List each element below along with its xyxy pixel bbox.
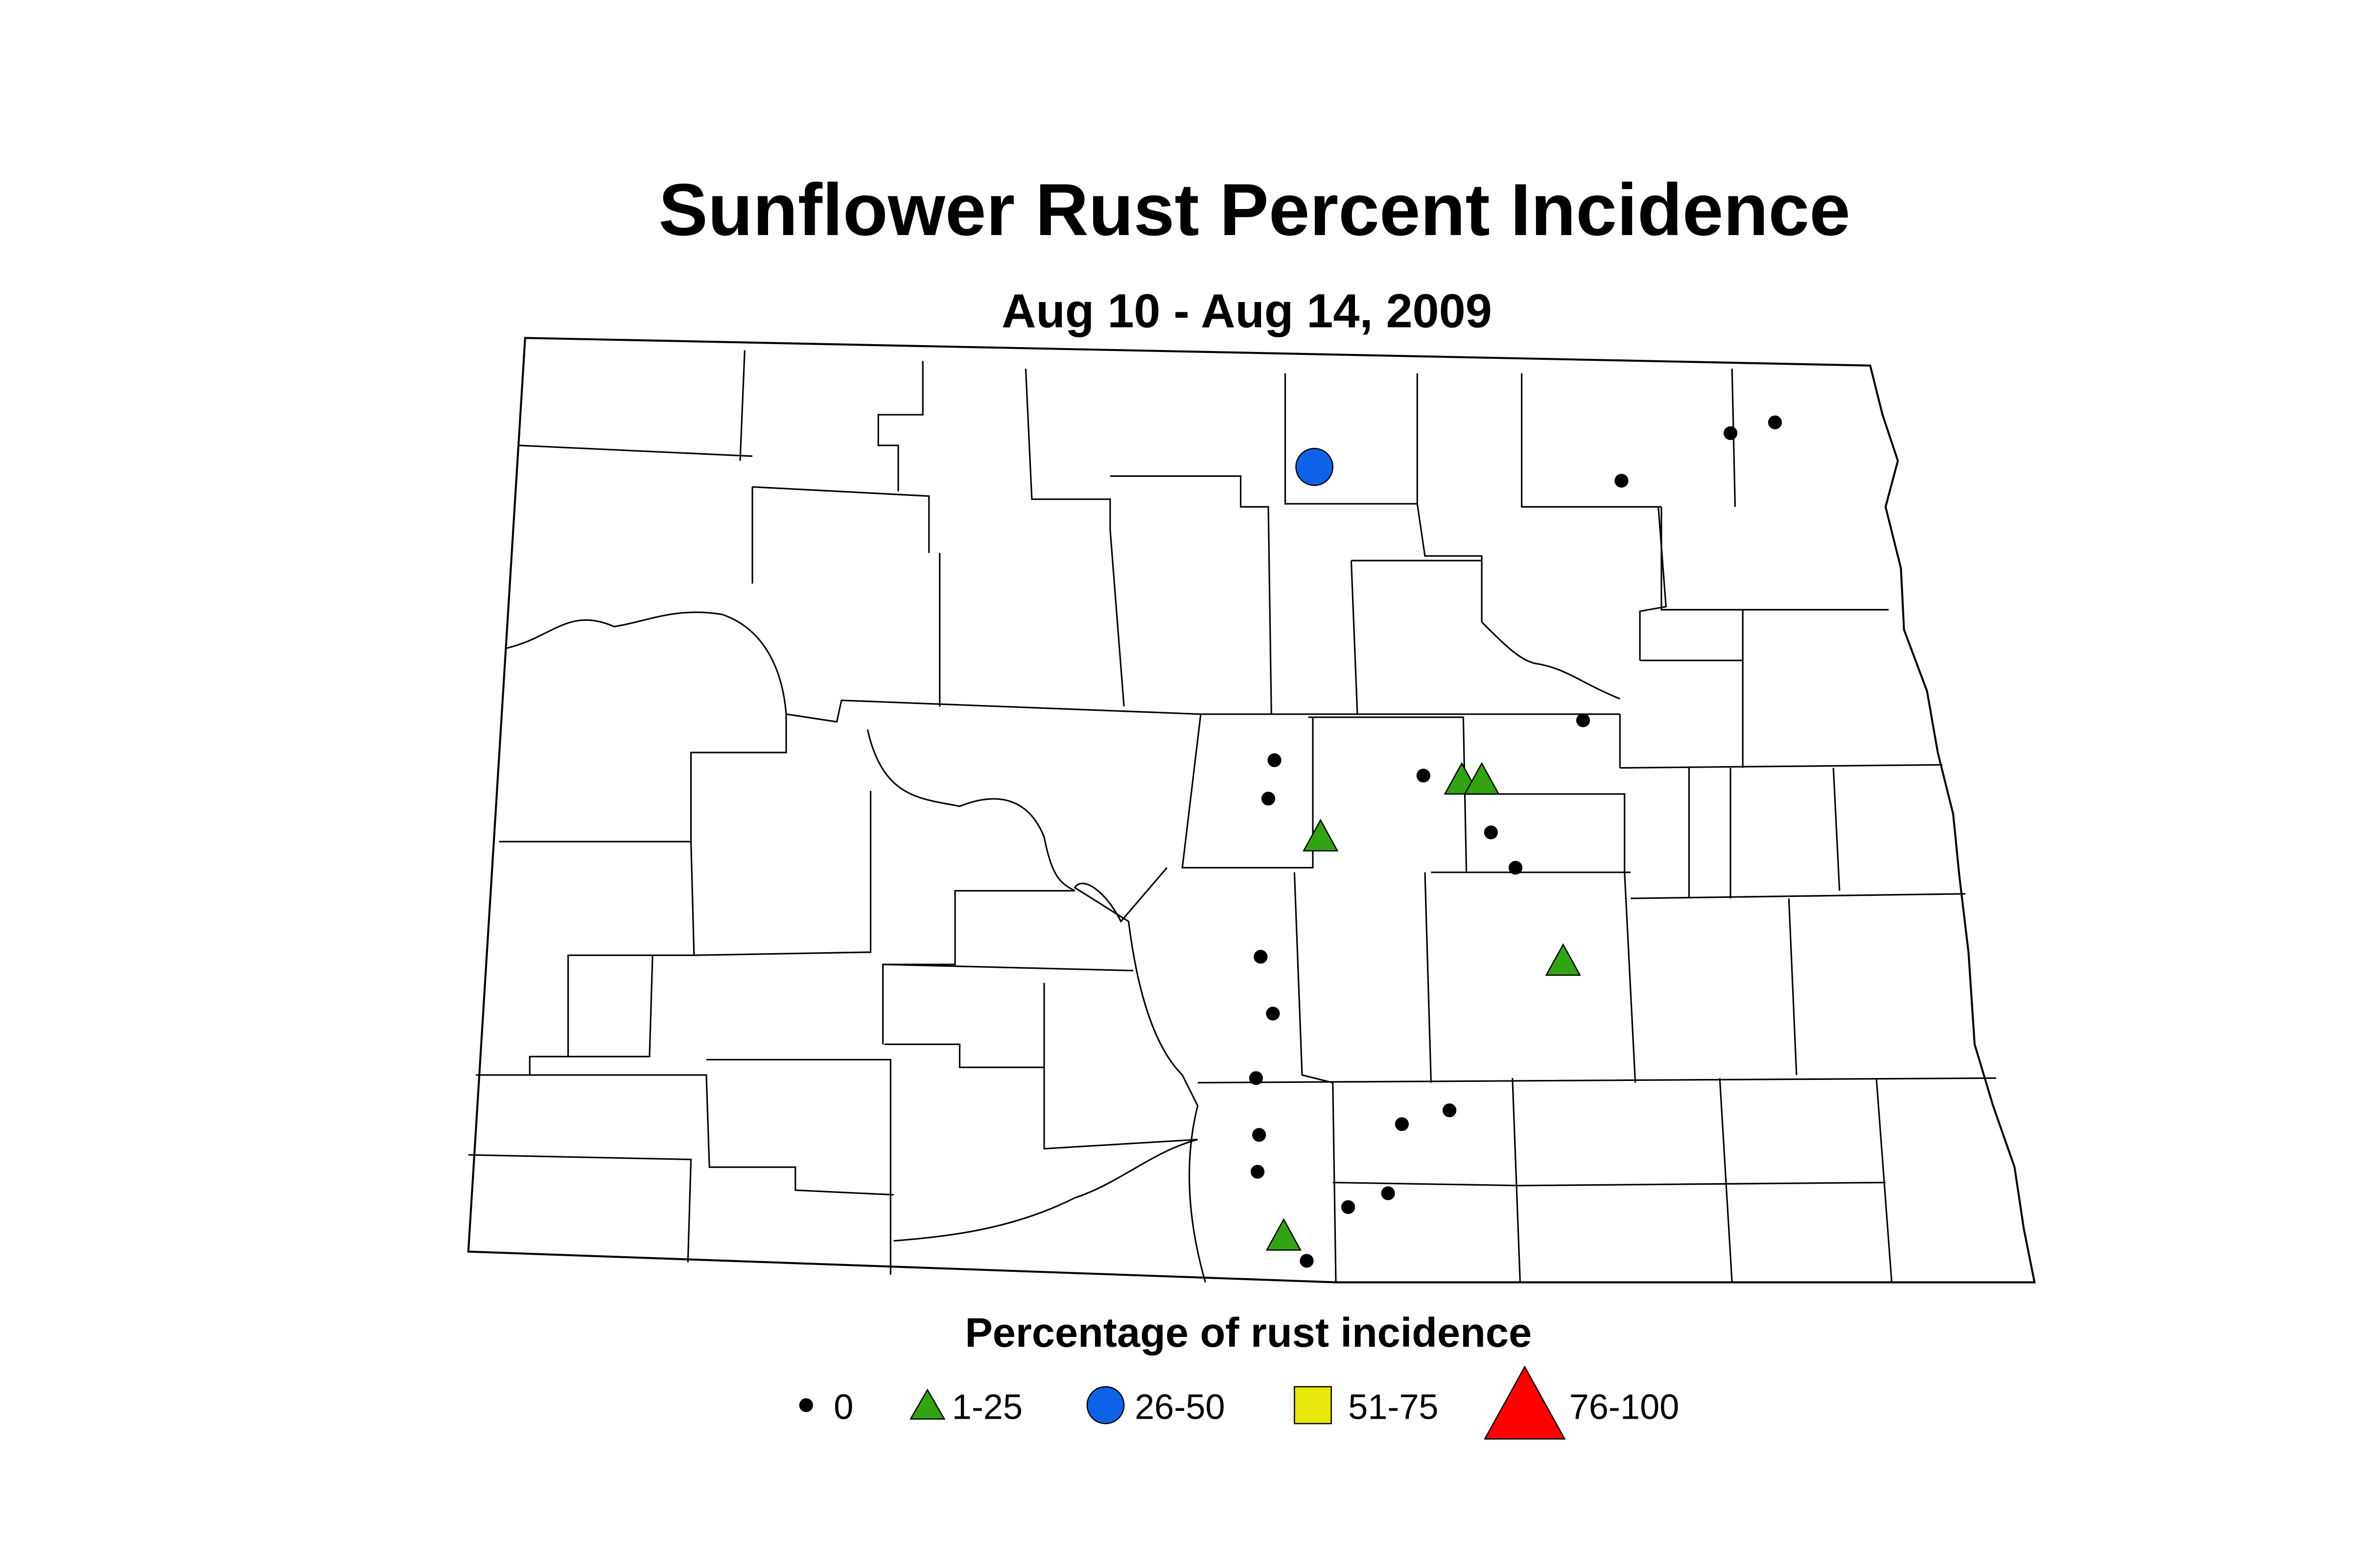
site-1-25 — [1464, 762, 1500, 795]
legend-label: 51-75 — [1348, 1388, 1438, 1427]
legend-symbol — [1294, 1386, 1332, 1425]
site-1-25 — [1302, 819, 1339, 852]
legend-symbol — [1086, 1386, 1125, 1425]
legend-label: 1-25 — [952, 1388, 1023, 1427]
legend-symbol — [1484, 1365, 1566, 1440]
legend-symbol — [909, 1388, 946, 1420]
site-0 — [1724, 426, 1738, 440]
map-subtitle: Aug 10 - Aug 14, 2009 — [1002, 284, 1492, 337]
site-0 — [1484, 825, 1498, 840]
site-0 — [1442, 1103, 1457, 1118]
site-26-50 — [1295, 447, 1333, 486]
legend: Percentage of rust incidence 0 1-25 26-5… — [799, 1309, 1680, 1440]
survey-sites — [1249, 415, 1782, 1268]
site-0 — [1300, 1254, 1314, 1268]
site-0 — [1254, 950, 1268, 964]
legend-label: 0 — [834, 1388, 853, 1427]
legend-label: 26-50 — [1135, 1388, 1225, 1427]
site-1-25 — [1545, 943, 1581, 976]
site-0 — [1768, 415, 1782, 429]
site-0 — [1252, 1128, 1266, 1142]
state-map — [467, 337, 2036, 1284]
legend-label: 76-100 — [1569, 1388, 1680, 1427]
legend-symbol — [799, 1398, 813, 1412]
legend-title: Percentage of rust incidence — [965, 1309, 1532, 1356]
state-outline — [467, 337, 2036, 1284]
site-0 — [1395, 1117, 1409, 1131]
site-0 — [1508, 861, 1523, 875]
site-0 — [1381, 1186, 1395, 1200]
site-0 — [1266, 1007, 1280, 1021]
site-0 — [1249, 1071, 1263, 1085]
site-0 — [1267, 753, 1282, 768]
site-1-25 — [1265, 1218, 1302, 1251]
site-0 — [1614, 473, 1629, 488]
map-title: Sunflower Rust Percent Incidence — [659, 168, 1850, 251]
site-0 — [1250, 1165, 1265, 1179]
site-0 — [1416, 769, 1430, 783]
site-0 — [1341, 1200, 1355, 1214]
county-lines — [468, 350, 1996, 1283]
site-0 — [1261, 792, 1276, 806]
site-0 — [1576, 713, 1590, 727]
